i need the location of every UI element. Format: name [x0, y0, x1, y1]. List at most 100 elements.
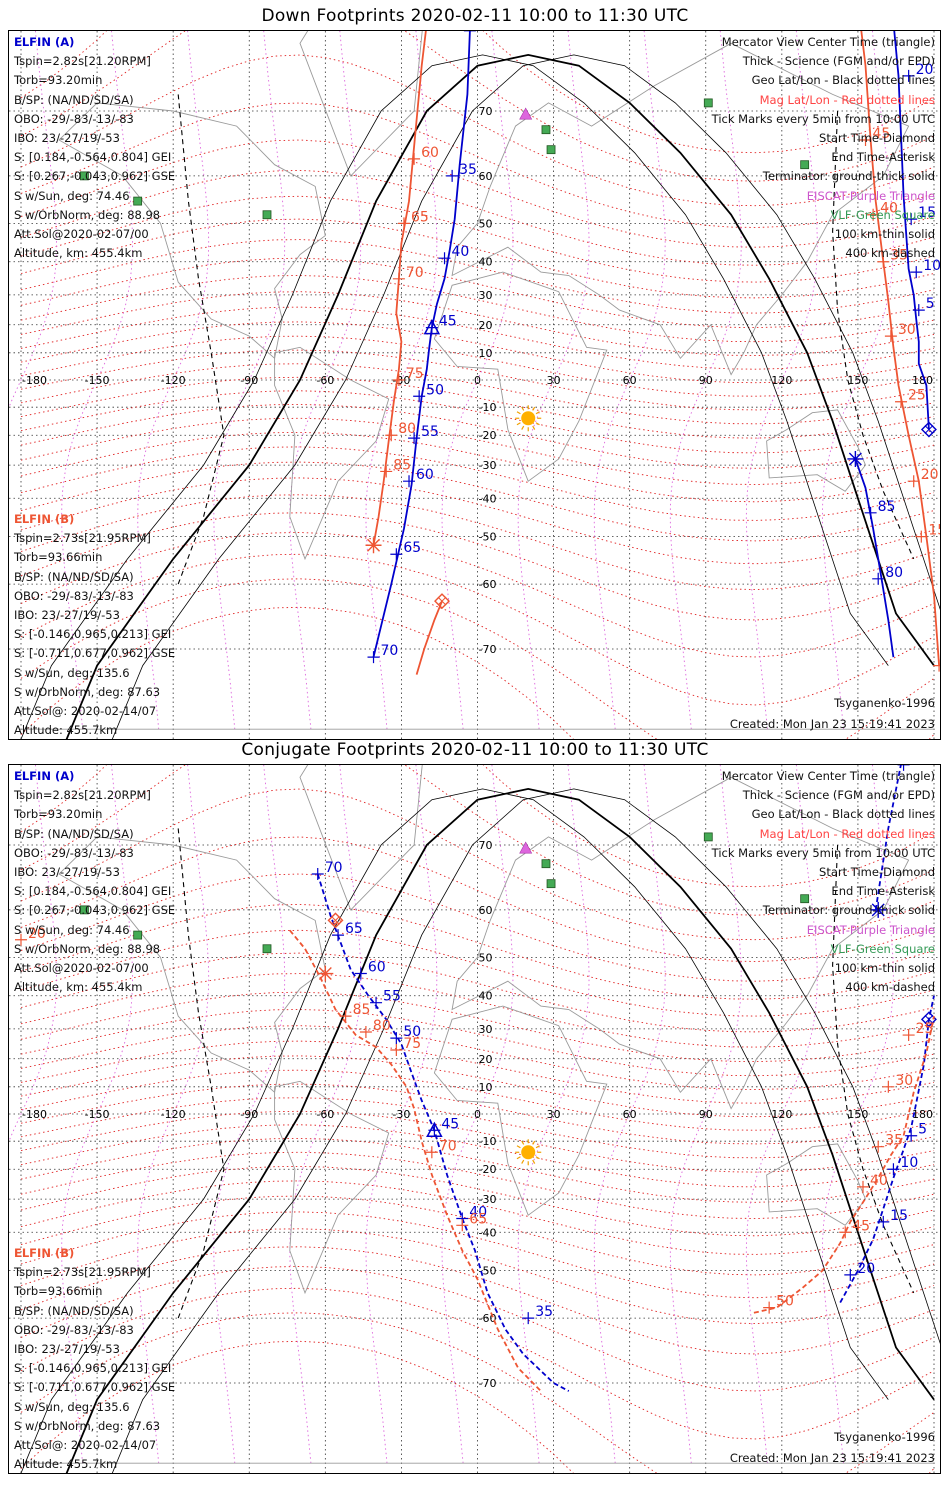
mag-lat-line — [20, 306, 935, 370]
center-time-triangle-icon — [423, 319, 441, 335]
time-tick-label: 5 — [926, 296, 935, 312]
lon-tick-label: 180 — [912, 1108, 933, 1121]
time-tick-mark — [15, 933, 27, 946]
lon-tick-label: -30 — [392, 1108, 410, 1121]
vlf-square-icon — [546, 879, 556, 889]
vlf-square-icon — [703, 832, 713, 842]
lat-tick-label: -10 — [479, 401, 497, 414]
mag-lon-line — [9, 765, 57, 1143]
vlf-square-icon — [80, 171, 89, 181]
down-panel: -180 -150 -120 -90 -60 -30 0 30 60 90 120 150 180 -70… — [8, 30, 941, 740]
lat-tick-label: 10 — [479, 1081, 493, 1094]
start-time-diamond-cross — [437, 596, 447, 606]
mag-lat-line — [20, 218, 935, 299]
time-tick-label: 60 — [368, 960, 386, 976]
vlf-square-icon — [133, 930, 143, 940]
time-tick-label: 45 — [439, 314, 457, 330]
time-tick-mark — [907, 475, 920, 488]
eiscat-triangle-icon — [519, 107, 533, 120]
legend-line: 400 km-dashed — [845, 980, 935, 995]
time-tick-mark — [385, 429, 398, 442]
mag-lat-line — [20, 291, 935, 356]
eiscat-triangle-icon — [519, 841, 533, 854]
mag-lon-line — [61, 31, 134, 730]
mag-lat-line — [20, 1009, 935, 1077]
sun-ray — [535, 1145, 540, 1149]
down-elfin-a-lines: Tspin=2.82s[21.20RPM] Torb=93.20min B/SP: … — [14, 52, 175, 263]
mag-lon-line — [365, 765, 438, 1464]
info-line: Att.Sol@: 2020-02-14/07 — [14, 704, 157, 719]
sun-ray — [516, 411, 521, 415]
time-tick-label: 85 — [353, 1002, 371, 1018]
time-tick-mark — [884, 330, 897, 343]
lat-tick-label: 60 — [479, 904, 493, 917]
time-tick-label: 20 — [916, 62, 934, 78]
legend-line: VLF-Green Square — [830, 941, 935, 956]
mag-lon-line — [669, 765, 742, 1464]
start-time-diamond-cross — [331, 916, 340, 925]
time-tick-label: 5 — [918, 1122, 927, 1138]
legend-line: EISCAT-Purple Triangle — [806, 922, 935, 937]
mag-lat-line — [20, 1138, 935, 1203]
time-tick-label: 70 — [325, 860, 343, 876]
vlf-square-icon — [541, 125, 551, 135]
vlf-square-icon — [800, 894, 810, 904]
time-tick-mark — [902, 69, 915, 82]
vlf-square-icon — [80, 905, 89, 915]
lon-tick-label: 150 — [847, 374, 868, 387]
mag-lon-line — [745, 31, 818, 730]
sun-ray — [521, 406, 525, 411]
down-elfin-a-header: ELFIN (A) — [14, 35, 75, 49]
legend-line: Thick - Science (FGM and/or EPD) — [742, 54, 935, 69]
down-elfin-b-lines: Tspin=2.73s[21.95RPM] Torb=93.66min B/SP: … — [14, 529, 175, 739]
coastline-outline — [299, 765, 423, 911]
footprint-track — [874, 765, 902, 911]
footprint-track — [372, 31, 471, 658]
info-line: IBO: 23/-27/19/-53 — [14, 608, 120, 623]
mag-lon-line — [517, 31, 590, 730]
vlf-square-icon — [262, 210, 272, 220]
info-line: S w/OrbNorm, deg: 87.63 — [14, 684, 161, 699]
info-line: Att.Sol@2020-02-07/00 — [14, 961, 149, 976]
info-line: Tspin=2.73s[21.95RPM] — [14, 1265, 151, 1280]
time-tick-mark — [872, 1140, 885, 1153]
mag-lat-line — [20, 512, 935, 621]
time-tick-label: 55 — [421, 424, 439, 440]
coastline-outline — [766, 409, 867, 492]
lat-tick-label: -40 — [479, 492, 497, 505]
time-tick-mark — [397, 217, 410, 230]
mag-lon-line — [441, 31, 514, 730]
mag-lon-line — [213, 765, 286, 1464]
time-tick-label: 75 — [406, 366, 424, 382]
mag-lat-line — [20, 578, 935, 739]
time-tick-mark — [872, 572, 885, 585]
vlf-square-icon — [541, 859, 551, 869]
mag-lat-line — [20, 1287, 935, 1440]
lat-tick-label: 50 — [479, 951, 493, 964]
start-time-diamond-cross — [924, 1014, 934, 1024]
time-tick-label: 85 — [393, 457, 411, 473]
time-tick-mark — [413, 390, 426, 403]
terminator-100km-line — [20, 54, 889, 739]
time-tick-mark — [912, 304, 925, 317]
footprint-track — [332, 919, 341, 927]
time-tick-label: 45 — [441, 1116, 459, 1132]
lon-tick-label: -150 — [85, 374, 110, 387]
time-tick-mark — [877, 1215, 890, 1228]
lon-tick-label: 0 — [474, 1108, 481, 1121]
time-tick-label: 40 — [870, 1173, 888, 1189]
mag-lat-line — [20, 606, 935, 739]
info-line: Altitude, km: 455.4km — [14, 246, 143, 261]
time-tick-mark — [910, 266, 923, 279]
time-tick-label: 85 — [911, 765, 929, 767]
info-line: S: [0.184,-0.564,0.804] GEI — [14, 884, 172, 899]
mag-lat-line — [20, 973, 935, 1048]
time-tick-mark — [380, 465, 393, 478]
legend-line: Tick Marks every 5min from 10:00 UTC — [711, 111, 935, 126]
coastline-outline — [274, 346, 390, 561]
sun-ray — [521, 425, 525, 430]
coastline-outline — [299, 31, 423, 177]
time-tick-label: 60 — [416, 467, 434, 483]
time-tick-mark — [408, 152, 421, 165]
sun-ray — [521, 1140, 525, 1145]
